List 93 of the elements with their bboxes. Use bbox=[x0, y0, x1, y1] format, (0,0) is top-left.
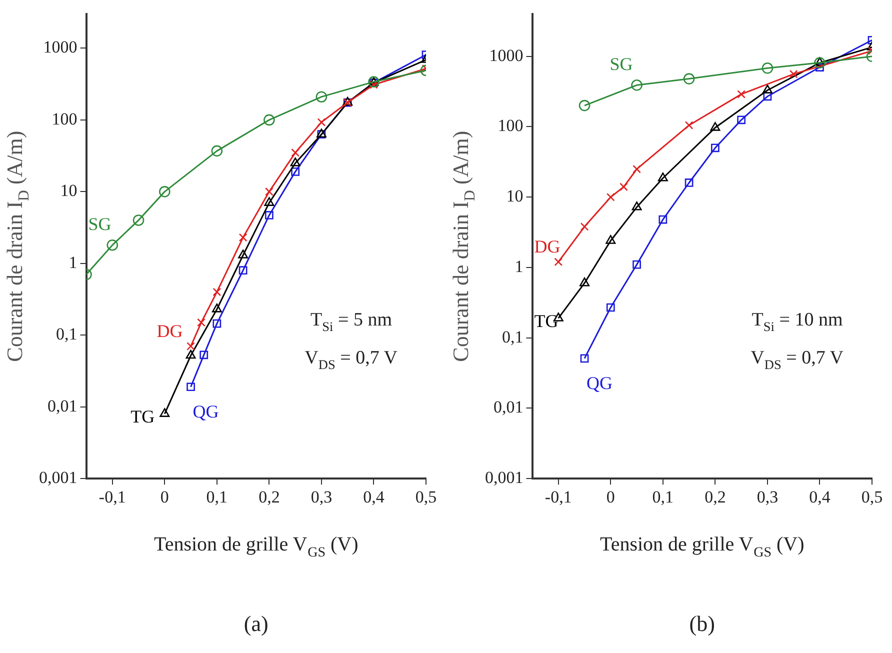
point bbox=[186, 342, 195, 350]
point bbox=[606, 303, 615, 312]
point bbox=[683, 73, 695, 84]
point bbox=[658, 172, 668, 182]
point bbox=[762, 84, 772, 94]
y-tick-label: 100 bbox=[52, 109, 78, 128]
y-tick-label: 0,1 bbox=[56, 324, 78, 344]
point bbox=[291, 148, 300, 157]
point bbox=[212, 304, 222, 312]
point bbox=[606, 192, 615, 202]
point bbox=[290, 157, 300, 166]
point bbox=[632, 202, 642, 210]
point bbox=[580, 222, 589, 231]
point bbox=[211, 145, 223, 157]
y-tick-label: 1 bbox=[514, 256, 524, 276]
point bbox=[814, 57, 826, 68]
point bbox=[160, 408, 170, 417]
series-label: QG bbox=[586, 373, 613, 394]
text: (a) bbox=[244, 611, 268, 636]
x-tick-label: 0,2 bbox=[704, 487, 726, 506]
point bbox=[632, 260, 641, 269]
point bbox=[632, 164, 641, 174]
point bbox=[737, 116, 746, 124]
series-label: TG bbox=[130, 406, 155, 427]
x-tick-label: 0,5 bbox=[415, 487, 437, 506]
point bbox=[631, 79, 642, 91]
point bbox=[186, 382, 195, 392]
x-tick-label: 0,3 bbox=[310, 487, 332, 506]
series-label: DG bbox=[534, 236, 560, 257]
point bbox=[200, 350, 208, 360]
point bbox=[317, 118, 326, 126]
point bbox=[264, 197, 274, 206]
point bbox=[265, 211, 274, 220]
x-tick-label: 0,3 bbox=[756, 487, 778, 506]
series-label: SG bbox=[610, 54, 633, 74]
point bbox=[711, 144, 720, 152]
point bbox=[264, 114, 275, 126]
y-tick-label: 100 bbox=[498, 116, 524, 136]
point bbox=[606, 235, 616, 244]
series-label: SG bbox=[88, 214, 112, 234]
series-label: QG bbox=[192, 402, 219, 422]
point bbox=[789, 70, 798, 78]
x-tick-label: 0,2 bbox=[258, 487, 280, 506]
y-axis-title: Courant de drain ID (A/m) bbox=[2, 130, 33, 362]
x-tick-label: -0,1 bbox=[98, 487, 126, 506]
point bbox=[132, 214, 144, 226]
point bbox=[580, 277, 590, 286]
point bbox=[580, 354, 589, 363]
point bbox=[684, 178, 694, 187]
point bbox=[710, 122, 720, 131]
text: (b) bbox=[689, 611, 715, 636]
y-tick-label: 10 bbox=[60, 181, 78, 200]
x-tick-label: 0 bbox=[606, 487, 615, 506]
point bbox=[316, 91, 328, 102]
y-tick-label: 10 bbox=[506, 186, 524, 206]
y-tick-label: 0,01 bbox=[48, 396, 78, 416]
series-label: DG bbox=[156, 320, 183, 341]
point bbox=[658, 215, 668, 224]
point bbox=[620, 182, 628, 192]
point bbox=[578, 100, 590, 112]
y-tick-label: 0,001 bbox=[485, 468, 524, 488]
y-tick-label: 0,001 bbox=[39, 468, 78, 488]
point bbox=[814, 57, 825, 66]
point bbox=[238, 266, 248, 275]
x-tick-label: 0,4 bbox=[363, 487, 385, 506]
x-tick-label: 0 bbox=[160, 487, 169, 506]
point bbox=[684, 121, 694, 130]
y-tick-label: 0,01 bbox=[494, 398, 524, 417]
point bbox=[238, 250, 248, 258]
x-tick-label: 0,1 bbox=[652, 487, 674, 506]
x-tick-label: 0,1 bbox=[206, 487, 228, 506]
x-tick-label: 0,5 bbox=[861, 487, 883, 506]
point bbox=[106, 239, 118, 251]
point bbox=[554, 258, 563, 266]
y-axis-title: Courant de drain ID (A/m) bbox=[448, 130, 479, 362]
point bbox=[265, 187, 274, 196]
x-tick-label: 0,4 bbox=[809, 487, 831, 506]
point bbox=[159, 186, 170, 198]
point bbox=[238, 233, 248, 242]
point bbox=[762, 62, 774, 74]
series-label: TG bbox=[534, 310, 558, 331]
point bbox=[737, 90, 746, 98]
y-tick-label: 1000 bbox=[43, 38, 78, 57]
y-tick-label: 1000 bbox=[489, 46, 524, 65]
y-tick-label: 0,1 bbox=[502, 327, 524, 346]
point bbox=[197, 318, 206, 327]
point bbox=[212, 288, 222, 296]
point bbox=[186, 350, 196, 359]
y-tick-label: 1 bbox=[68, 252, 78, 272]
point bbox=[763, 92, 772, 101]
point bbox=[291, 168, 300, 176]
point bbox=[212, 319, 222, 328]
x-tick-label: -0,1 bbox=[544, 487, 572, 506]
